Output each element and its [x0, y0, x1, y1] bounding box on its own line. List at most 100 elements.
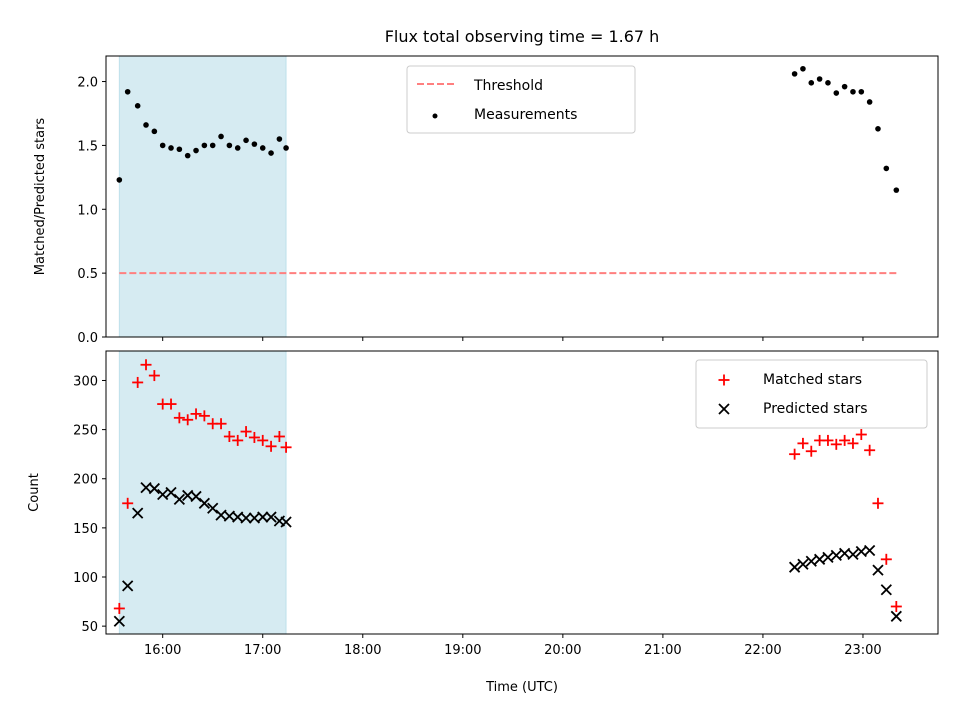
top-axes-frame [105, 55, 939, 338]
top-plot-marks [116, 65, 900, 275]
measurement-point [243, 137, 249, 144]
predicted-stars-point [265, 511, 277, 523]
matched-stars-point [273, 430, 285, 442]
y-tick-label: 1.5 [77, 139, 98, 154]
predicted-stars-point [240, 512, 252, 524]
measurement-point [193, 147, 199, 154]
top-axes-ticks: 0.0 0.5 1.0 1.5 2.0 [77, 76, 864, 346]
predicted-stars-point [165, 486, 177, 499]
measurement-point [234, 145, 241, 151]
bottom-legend: Matched stars Predicted stars [695, 359, 928, 429]
predicted-stars-point [890, 610, 902, 622]
predicted-stars-point [822, 551, 834, 563]
measurement-point [866, 99, 873, 105]
measurement-point [268, 150, 274, 156]
matched-stars-point [223, 430, 235, 442]
matched-stars-point [789, 448, 801, 460]
matched-stars-point [822, 434, 834, 446]
predicted-stars-point [872, 564, 884, 576]
y-tick-label: 150 [73, 522, 98, 537]
matched-stars-point [215, 418, 227, 430]
matched-stars-point [148, 370, 160, 382]
predicted-stars-point [132, 507, 144, 519]
legend-matched-swatch [718, 374, 730, 386]
measurement-point [201, 142, 208, 149]
measurement-point [841, 83, 848, 90]
matched-stars-point [872, 497, 884, 509]
measurement-point [893, 187, 900, 193]
measurement-point [833, 90, 840, 96]
predicted-stars-point [190, 490, 202, 503]
matched-stars-point [265, 440, 277, 452]
x-tick-label: 18:00 [344, 643, 381, 658]
matched-stars-point [132, 376, 144, 388]
legend-measurement-swatch [432, 113, 438, 119]
measurement-point [124, 88, 131, 95]
matched-stars-point [847, 437, 859, 449]
measurement-point [825, 80, 831, 86]
legend-predicted-swatch [718, 403, 730, 415]
legend-box [406, 65, 636, 134]
predicted-stars-point [280, 516, 292, 528]
bottom-axes-ticks: 50 100 150 200 250 300 16:00 17:00 18:00 19:00 20:… [73, 374, 882, 658]
legend-label: Threshold [473, 78, 543, 94]
measurement-point [226, 142, 233, 149]
x-tick-label: 22:00 [744, 643, 781, 658]
y-tick-label: 200 [73, 473, 98, 488]
predicted-stars-point [173, 493, 185, 506]
y-tick-label: 0.5 [77, 267, 98, 282]
x-tick-label: 17:00 [244, 643, 281, 658]
observing-span [118, 55, 287, 338]
x-axis-label: Time (UTC) [485, 680, 558, 695]
predicted-stars-point [797, 558, 809, 570]
x-tick-label: 21:00 [644, 643, 681, 658]
matched-stars-point [173, 412, 185, 424]
x-tick-label: 20:00 [544, 643, 581, 658]
predicted-stars-point [157, 488, 169, 501]
measurement-point [276, 136, 283, 142]
y-tick-label: 2.0 [77, 76, 98, 91]
y-tick-label: 1.0 [77, 203, 98, 218]
measurement-point [116, 177, 123, 183]
y-tick-label: 0.0 [77, 331, 98, 346]
top-chart-panel: 0.0 0.5 1.0 1.5 2.0 Flux total observing tim… [33, 27, 939, 346]
measurement-point [159, 142, 166, 149]
legend-label: Measurements [474, 107, 577, 123]
top-y-axis-label: Matched/Predicted stars [33, 118, 48, 276]
predicted-stars-point [847, 548, 859, 561]
matched-stars-point [122, 497, 134, 509]
matched-stars-point [113, 602, 125, 614]
y-tick-label: 50 [81, 620, 98, 635]
matched-stars-point [839, 434, 851, 446]
measurement-point [251, 141, 258, 147]
matched-stars-point [830, 438, 842, 450]
predicted-stars-point [788, 561, 801, 573]
measurement-point [168, 145, 174, 151]
measurement-point [184, 152, 191, 159]
y-tick-label: 300 [73, 374, 98, 389]
measurement-point [134, 103, 141, 109]
chart-title: Flux total observing time = 1.67 h [385, 27, 660, 46]
measurement-point [800, 65, 806, 72]
measurement-point [883, 165, 890, 172]
predicted-stars-point [805, 555, 817, 567]
x-tick-label: 16:00 [144, 643, 181, 658]
legend-label: Predicted stars [763, 401, 868, 417]
legend-label: Matched stars [763, 372, 862, 388]
matched-stars-point [232, 434, 244, 446]
matched-stars-point [855, 429, 867, 441]
matched-stars-point [165, 398, 177, 410]
top-legend: Threshold Measurements [406, 65, 636, 134]
measurement-point [816, 76, 823, 82]
bottom-y-axis-label: Count [27, 473, 42, 512]
measurement-point [259, 145, 266, 151]
matched-stars-point [890, 600, 902, 612]
bottom-plot-marks [113, 359, 902, 627]
matched-stars-point [182, 414, 194, 426]
matched-stars-point [797, 437, 809, 449]
predicted-stars-point [830, 549, 842, 562]
predicted-stars-point [207, 502, 219, 514]
legend-box [695, 359, 928, 429]
matched-stars-point [805, 445, 817, 457]
